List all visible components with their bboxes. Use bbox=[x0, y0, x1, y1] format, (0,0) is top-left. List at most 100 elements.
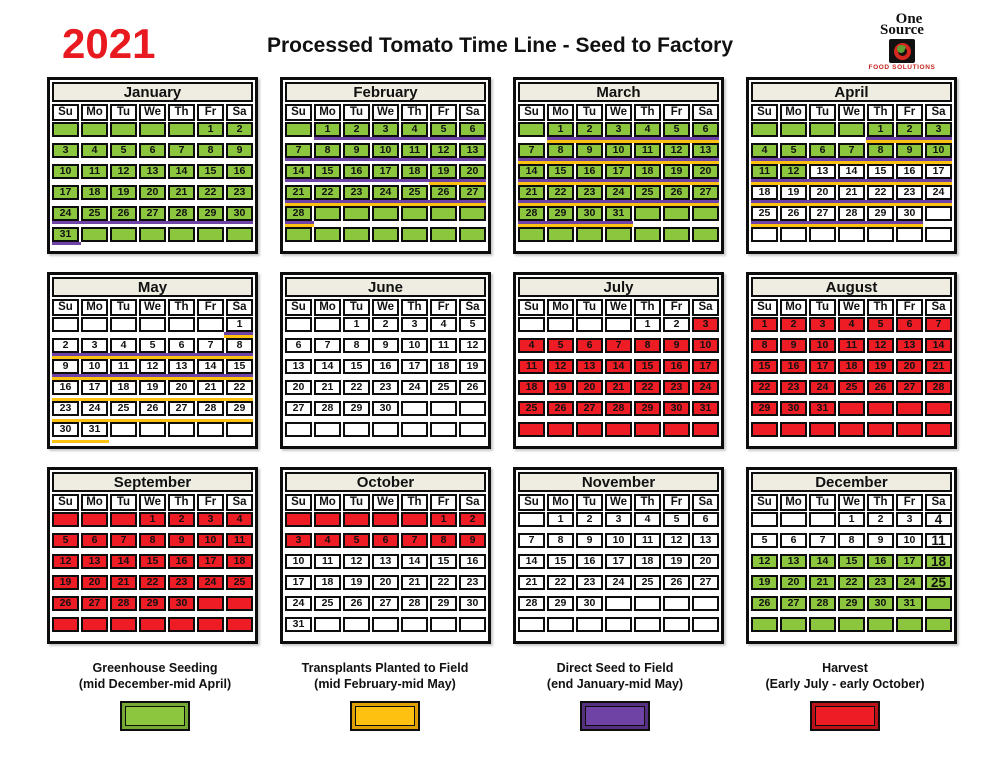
stripe-row bbox=[518, 200, 719, 206]
stripe-row bbox=[751, 590, 952, 596]
day-header-row: Su Mo Tu We Th Fr Sa bbox=[285, 104, 486, 121]
day-cell-empty bbox=[896, 617, 923, 632]
day-cell-empty bbox=[401, 401, 428, 416]
one-source-logo: One Source FOOD SOLUTIONS bbox=[857, 12, 947, 72]
day-cell: 25 bbox=[81, 206, 108, 221]
day-cell-empty bbox=[343, 422, 370, 437]
day-cell: 17 bbox=[197, 554, 224, 569]
day-cell: 23 bbox=[459, 575, 486, 590]
day-cell-empty bbox=[838, 401, 865, 416]
day-cell: 12 bbox=[459, 338, 486, 353]
day-cell: 11 bbox=[925, 533, 952, 548]
day-cell-empty bbox=[576, 317, 603, 332]
day-cell: 29 bbox=[343, 401, 370, 416]
month-august: August Su Mo Tu We Th Fr Sa 1 2 3 4 5 6 7 8 9 10 11 12 13 14 1… bbox=[746, 272, 957, 449]
week-row: 14 15 16 17 18 19 20 bbox=[518, 164, 719, 179]
day-cell: 26 bbox=[867, 380, 894, 395]
stripe-row bbox=[518, 179, 719, 185]
stripe-row bbox=[285, 374, 486, 380]
direct-seed-stripe bbox=[518, 179, 719, 182]
day-cell: 16 bbox=[52, 380, 79, 395]
day-cell: 5 bbox=[343, 533, 370, 548]
transplant-stripe bbox=[285, 203, 486, 206]
day-header: Su bbox=[751, 494, 778, 511]
day-cell-empty bbox=[459, 422, 486, 437]
day-cell-empty bbox=[197, 227, 224, 242]
day-cell: 2 bbox=[867, 512, 894, 527]
week-row: 27 28 29 30 bbox=[285, 401, 486, 416]
stripe-row bbox=[751, 416, 952, 422]
day-cell-empty bbox=[692, 617, 719, 632]
month-title: September bbox=[52, 472, 253, 492]
day-header: Sa bbox=[692, 104, 719, 121]
month-title: December bbox=[751, 472, 952, 492]
day-header: Sa bbox=[459, 104, 486, 121]
day-cell: 2 bbox=[343, 122, 370, 137]
day-cell-empty bbox=[634, 206, 661, 221]
day-cell: 17 bbox=[372, 164, 399, 179]
week-row: 18 19 20 21 22 23 24 bbox=[518, 380, 719, 395]
day-cell-empty bbox=[401, 512, 428, 527]
day-cell: 7 bbox=[838, 143, 865, 158]
day-header-row: Su Mo Tu We Th Fr Sa bbox=[518, 494, 719, 511]
month-may: May Su Mo Tu We Th Fr Sa 1 2 3 4 5 6 7 8 9 10 11 12 13 14 15 16… bbox=[47, 272, 258, 449]
day-cell: 15 bbox=[430, 554, 457, 569]
day-cell: 3 bbox=[401, 317, 428, 332]
day-cell-empty bbox=[751, 617, 778, 632]
week-row bbox=[751, 422, 952, 437]
day-cell: 5 bbox=[139, 338, 166, 353]
legend-swatch-fill bbox=[355, 706, 415, 726]
day-cell: 10 bbox=[401, 338, 428, 353]
day-cell-empty bbox=[343, 227, 370, 242]
day-cell: 24 bbox=[52, 206, 79, 221]
day-cell-empty bbox=[343, 512, 370, 527]
stripe-row bbox=[285, 242, 486, 248]
day-cell-empty bbox=[547, 422, 574, 437]
day-cell: 28 bbox=[809, 596, 836, 611]
transplant-stripe bbox=[518, 203, 719, 206]
day-cell: 9 bbox=[867, 533, 894, 548]
day-cell: 24 bbox=[896, 575, 923, 590]
direct-seed-stripe bbox=[52, 242, 81, 245]
day-cell: 16 bbox=[372, 359, 399, 374]
day-header: Fr bbox=[896, 494, 923, 511]
day-cell: 21 bbox=[518, 575, 545, 590]
day-cell-empty bbox=[343, 617, 370, 632]
day-cell: 29 bbox=[226, 401, 253, 416]
day-cell-empty bbox=[430, 422, 457, 437]
day-cell-empty bbox=[751, 512, 778, 527]
day-cell: 4 bbox=[634, 122, 661, 137]
week-row: 15 16 17 18 19 20 21 bbox=[751, 359, 952, 374]
day-cell: 21 bbox=[314, 380, 341, 395]
day-header-row: Su Mo Tu We Th Fr Sa bbox=[285, 494, 486, 511]
day-cell: 5 bbox=[751, 533, 778, 548]
day-cell: 29 bbox=[867, 206, 894, 221]
day-cell: 19 bbox=[343, 575, 370, 590]
day-cell-empty bbox=[139, 422, 166, 437]
day-cell: 8 bbox=[343, 338, 370, 353]
day-cell-empty bbox=[110, 317, 137, 332]
week-row: 10 11 12 13 14 15 16 bbox=[285, 554, 486, 569]
legend-swatch-fill bbox=[125, 706, 185, 726]
week-row bbox=[285, 227, 486, 242]
day-cell-empty bbox=[459, 617, 486, 632]
day-cell: 30 bbox=[372, 401, 399, 416]
day-cell: 22 bbox=[139, 575, 166, 590]
day-cell: 5 bbox=[867, 317, 894, 332]
week-row: 9 10 11 12 13 14 15 bbox=[52, 359, 253, 374]
day-cell: 10 bbox=[692, 338, 719, 353]
day-cell: 28 bbox=[285, 206, 312, 221]
day-cell: 18 bbox=[226, 554, 253, 569]
day-cell: 26 bbox=[459, 380, 486, 395]
month-december: December Su Mo Tu We Th Fr Sa 1 2 3 4 5 6 7 8 9 10 11 12 13 1… bbox=[746, 467, 957, 644]
day-header: Tu bbox=[809, 299, 836, 316]
day-cell: 11 bbox=[838, 338, 865, 353]
day-cell: 13 bbox=[780, 554, 807, 569]
day-cell-empty bbox=[372, 206, 399, 221]
day-cell: 30 bbox=[226, 206, 253, 221]
day-cell: 13 bbox=[372, 554, 399, 569]
stripe-row bbox=[518, 416, 719, 422]
month-november: November Su Mo Tu We Th Fr Sa 1 2 3 4 5 6 7 8 9 10 11 12 13 1… bbox=[513, 467, 724, 644]
day-cell: 11 bbox=[634, 533, 661, 548]
